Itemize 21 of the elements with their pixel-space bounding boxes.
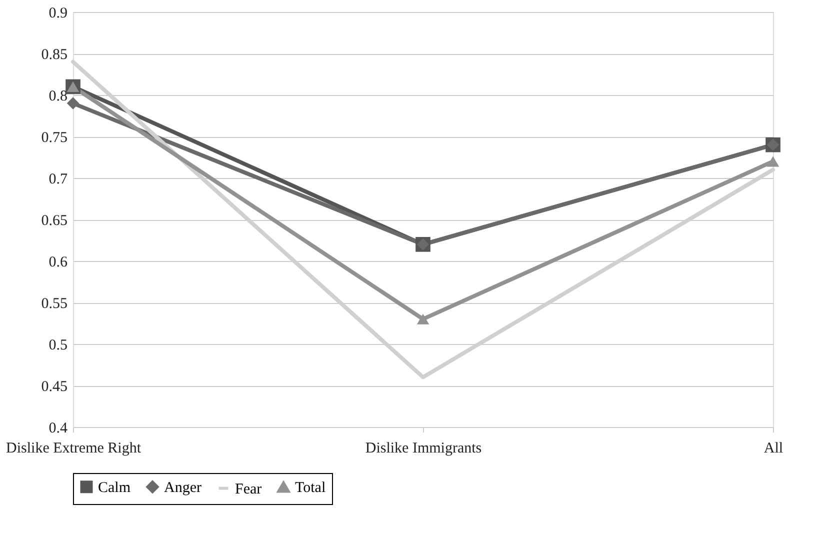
legend-label: Fear bbox=[235, 481, 262, 498]
y-tick-label: 0.85 bbox=[41, 47, 68, 63]
y-tick-label: 0.9 bbox=[48, 6, 68, 22]
y-tick-label: 0.8 bbox=[48, 88, 68, 104]
y-tick-label: 0.65 bbox=[41, 213, 68, 229]
x-tick-label: Dislike Immigrants bbox=[365, 440, 482, 456]
legend-label: Calm bbox=[98, 480, 131, 496]
x-tick-label: All bbox=[764, 440, 784, 456]
y-tick-label: 0.6 bbox=[48, 254, 68, 270]
x-tick-label: Dislike Extreme Right bbox=[6, 440, 142, 456]
point bbox=[766, 156, 780, 167]
y-tick-label: 0.4 bbox=[48, 420, 68, 436]
legend-label: Total bbox=[295, 480, 326, 496]
y-tick-label: 0.5 bbox=[48, 338, 68, 354]
point bbox=[416, 314, 430, 324]
y-tick-label: 0.55 bbox=[41, 296, 68, 312]
y-tick-label: 0.45 bbox=[41, 379, 68, 395]
point bbox=[66, 97, 80, 110]
y-tick-label: 0.7 bbox=[48, 172, 68, 188]
y-tick-label: 0.75 bbox=[41, 130, 68, 146]
legend-label: Anger bbox=[164, 480, 202, 496]
